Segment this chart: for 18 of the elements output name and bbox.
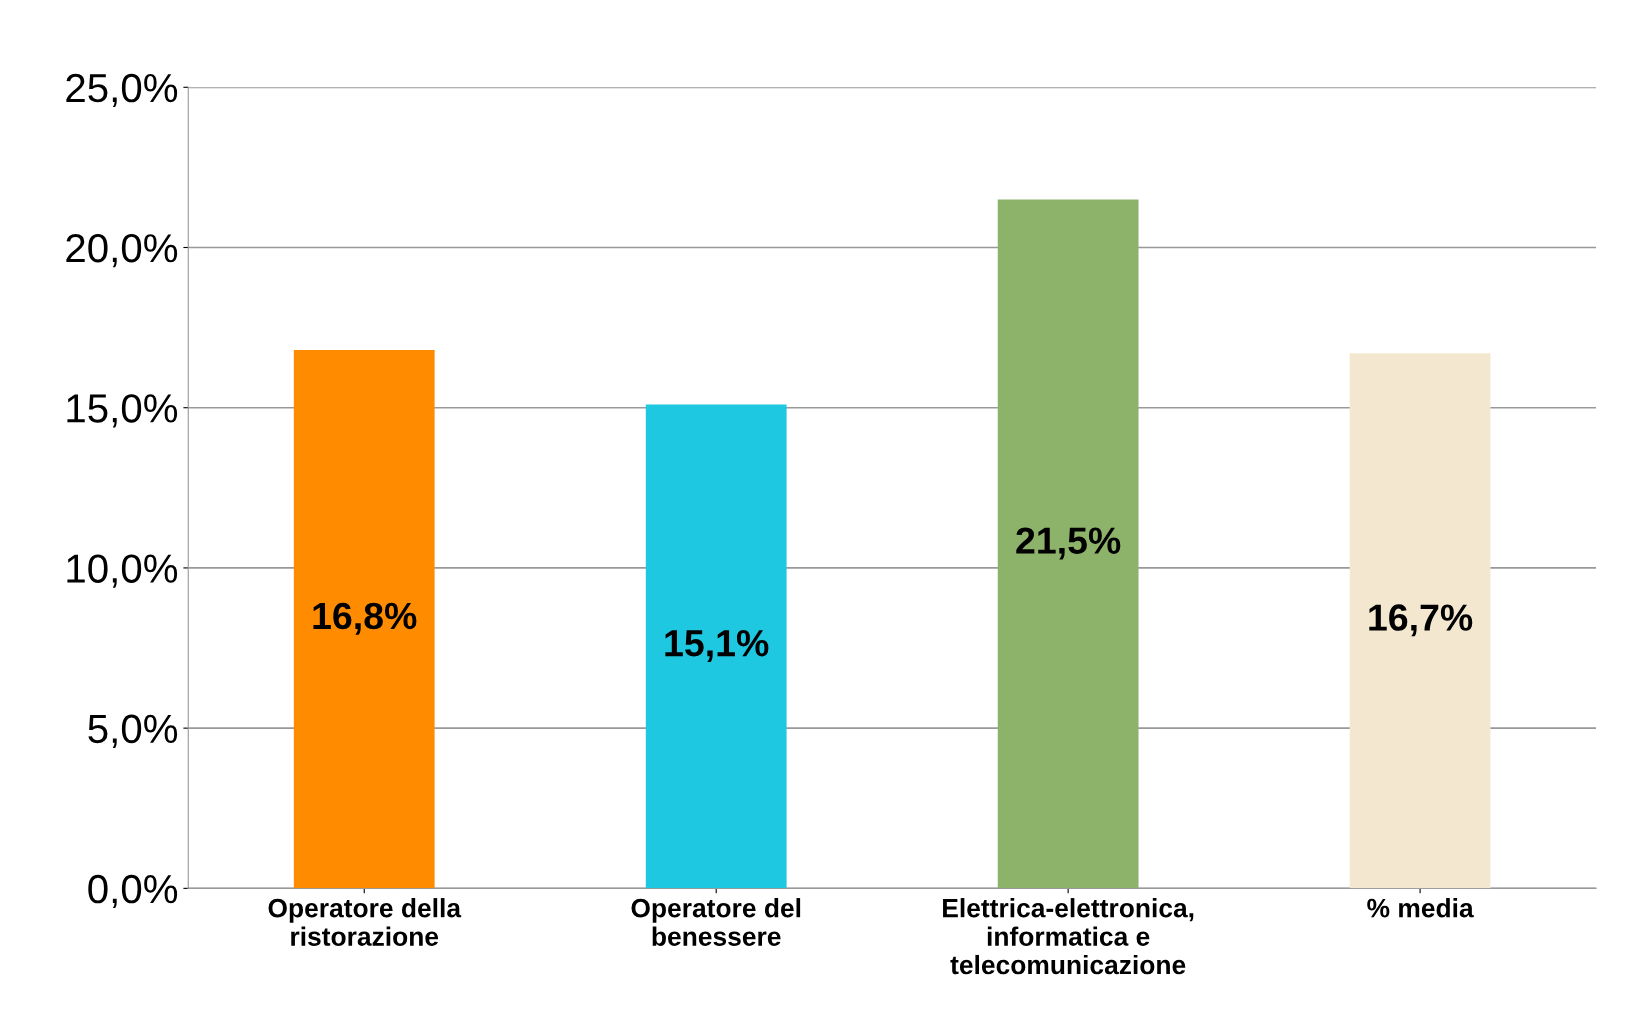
bar bbox=[293, 350, 435, 889]
x-tick-label: Operatore del benessere bbox=[631, 898, 801, 946]
x-tick-label: Elettrica-elettronica, informatica e telecomunicazione bbox=[943, 898, 1194, 975]
data-label: 15,1% bbox=[665, 630, 769, 662]
bar bbox=[645, 404, 787, 889]
bar bbox=[997, 199, 1139, 889]
y-tick-label: 25,0% bbox=[66, 73, 178, 108]
y-tick-label: 5,0% bbox=[88, 714, 178, 748]
x-tick-label: Operatore della ristorazione bbox=[268, 898, 462, 946]
bar bbox=[1349, 353, 1491, 889]
x-tick-label: % media bbox=[1367, 898, 1474, 918]
data-label: 21,5% bbox=[1016, 527, 1121, 560]
y-tick-label: 0,0% bbox=[88, 874, 178, 909]
y-tick-label: 10,0% bbox=[67, 554, 178, 588]
y-tick-label: 20,0% bbox=[66, 233, 178, 268]
y-tick-label: 15,0% bbox=[67, 394, 178, 428]
data-label: 16,8% bbox=[313, 602, 417, 635]
data-label: 16,7% bbox=[1369, 604, 1473, 637]
